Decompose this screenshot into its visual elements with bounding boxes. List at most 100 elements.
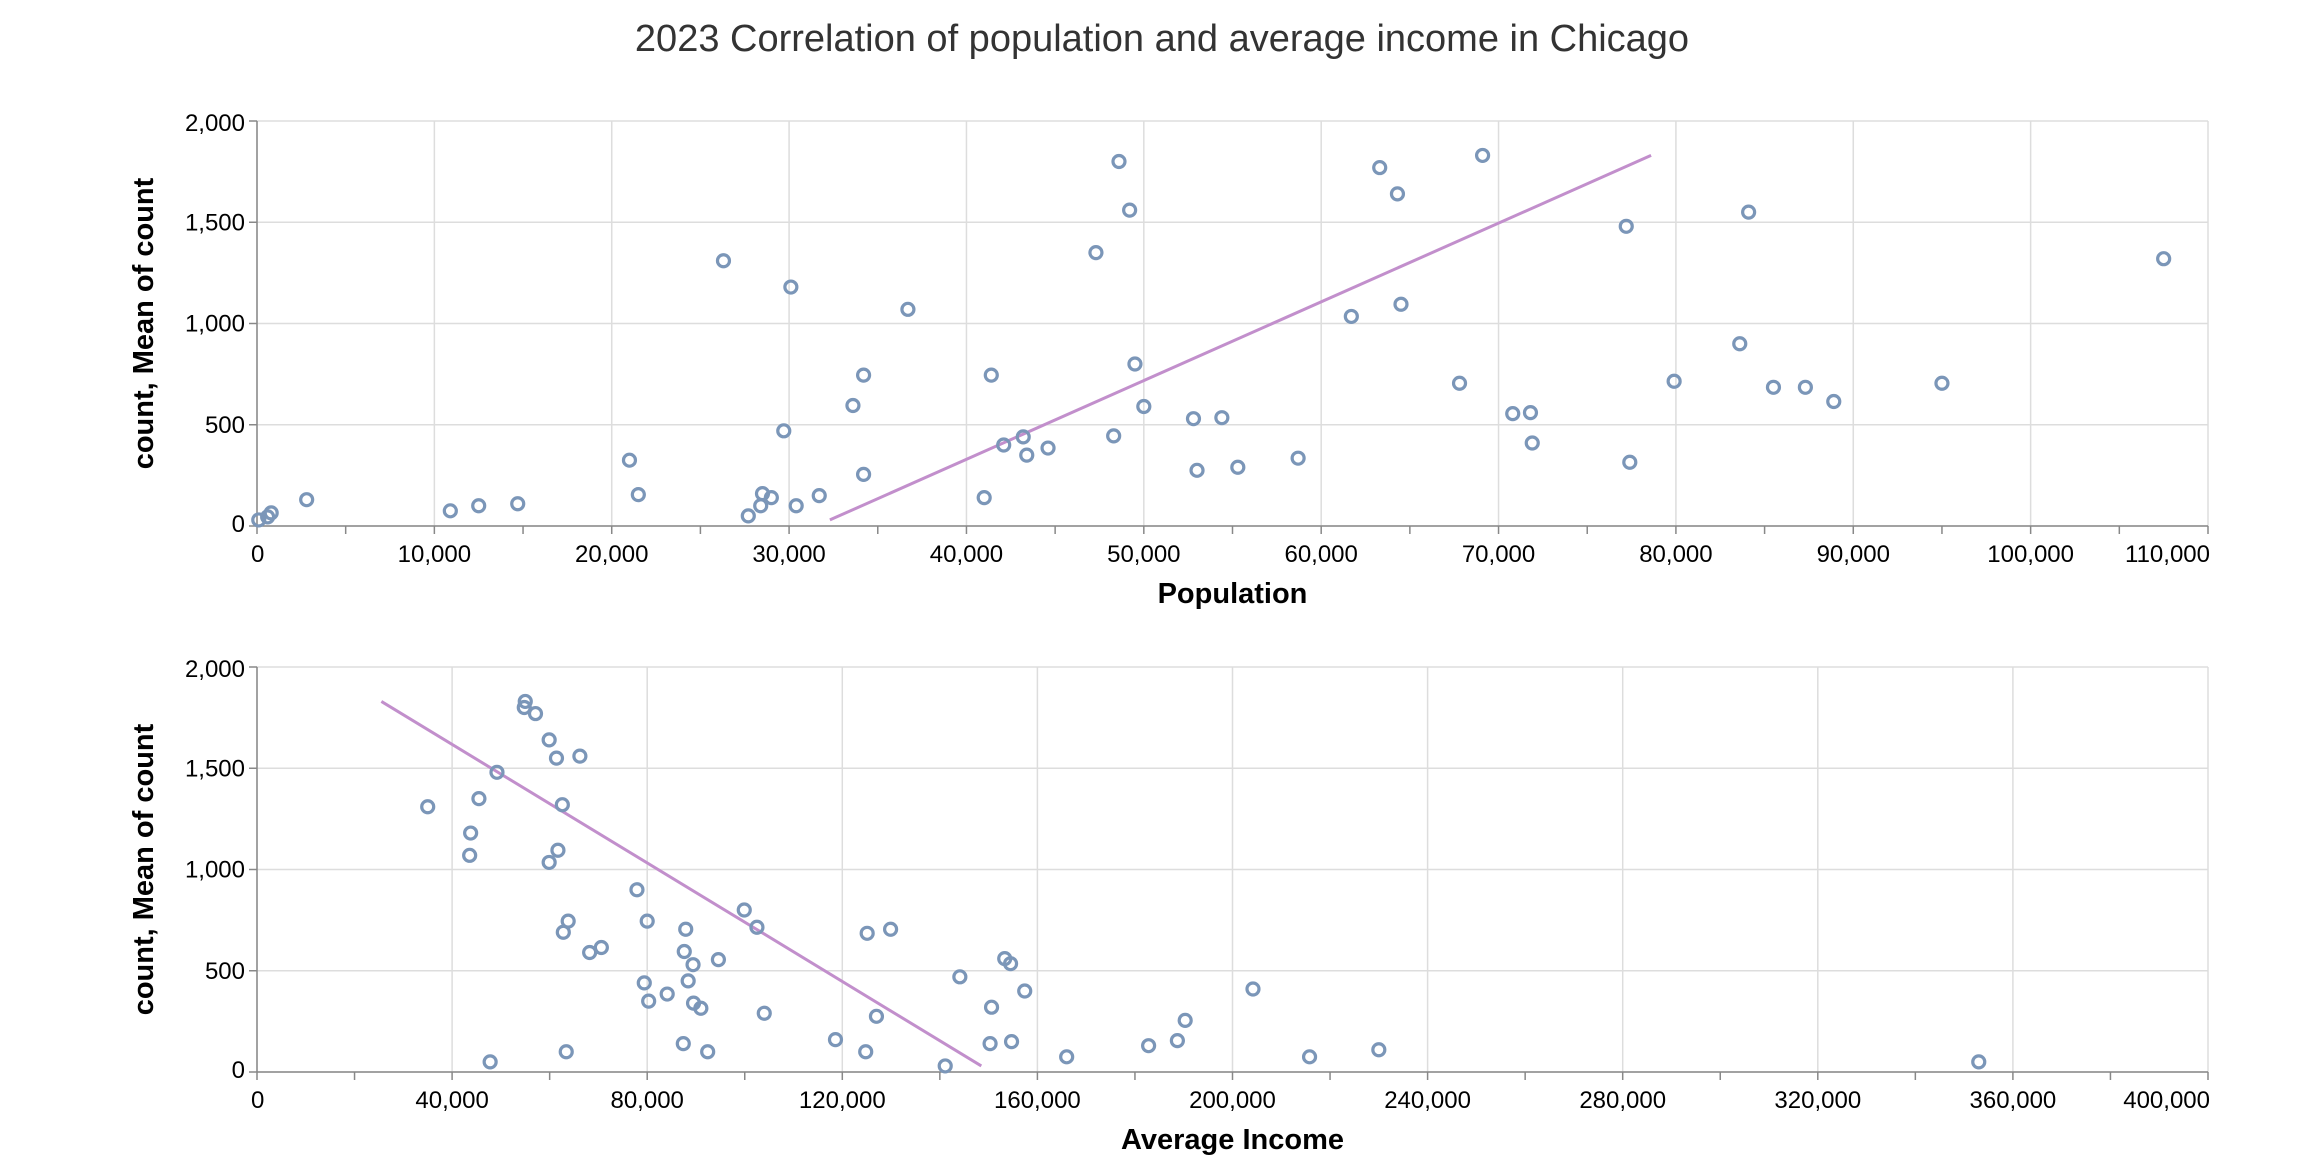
data-point <box>263 505 279 521</box>
data-point <box>541 732 557 748</box>
data-point <box>1451 375 1468 391</box>
x-tick-label: 200,000 <box>1189 1087 1276 1114</box>
y-tick-label: 1,000 <box>185 311 245 338</box>
data-point <box>983 999 1000 1015</box>
data-point <box>1245 981 1261 997</box>
data-point <box>1372 159 1388 176</box>
data-point <box>1522 405 1539 421</box>
data-point <box>1797 379 1813 395</box>
data-point <box>740 508 756 524</box>
x-axis-title: Population <box>1158 578 1308 610</box>
trend-line <box>380 700 983 1068</box>
data-point <box>855 367 872 383</box>
data-point <box>629 882 645 898</box>
data-point <box>996 437 1012 453</box>
data-point <box>1622 454 1638 470</box>
x-tick-label: 80,000 <box>610 1087 683 1114</box>
x-tick-label: 90,000 <box>1817 541 1890 568</box>
data-point <box>639 913 655 929</box>
data-point <box>1141 1038 1157 1054</box>
data-point <box>976 490 992 506</box>
y-axis-title: count, Mean of count <box>128 177 160 469</box>
y-tick-label: 1,500 <box>185 209 245 236</box>
data-point <box>693 1000 709 1016</box>
data-point <box>1019 447 1035 463</box>
x-tick-label: 0 <box>251 541 264 568</box>
data-point <box>1040 440 1056 456</box>
data-point <box>710 952 727 968</box>
data-point <box>1127 356 1143 372</box>
x-tick-label: 70,000 <box>1462 541 1535 568</box>
data-point <box>845 397 861 414</box>
x-tick-label: 110,000 <box>2125 541 2210 568</box>
y-tick-label: 0 <box>232 511 245 538</box>
data-point <box>251 512 267 528</box>
data-point <box>1106 428 1122 444</box>
data-point <box>550 842 566 858</box>
data-point <box>1230 459 1246 475</box>
x-tick-label: 120,000 <box>799 1087 886 1114</box>
data-point <box>855 466 872 482</box>
data-point <box>636 975 652 991</box>
data-point <box>621 452 638 468</box>
x-tick-label: 30,000 <box>752 541 825 568</box>
data-point <box>582 944 598 961</box>
trend-line <box>829 154 1652 522</box>
chart-panel-1: 0 10,000 20,000 30,000 40,000 50,000 60,000 70,… <box>128 110 2210 610</box>
y-tick-label: 1,500 <box>185 755 245 782</box>
data-point <box>858 1044 874 1060</box>
x-tick-label: 360,000 <box>1970 1087 2057 1114</box>
data-point <box>1474 147 1491 164</box>
data-point <box>471 791 487 807</box>
data-point <box>1003 1034 1020 1050</box>
x-tick-label: 10,000 <box>398 541 471 568</box>
data-point <box>593 939 609 956</box>
x-tick-label: 50,000 <box>1107 541 1180 568</box>
y-tick-label: 2,000 <box>185 110 245 137</box>
x-tick-label: 400,000 <box>2123 1087 2210 1114</box>
data-point <box>489 764 505 780</box>
data-point <box>868 1008 885 1024</box>
data-point <box>1765 379 1782 395</box>
data-point <box>788 498 804 514</box>
data-point <box>560 913 576 929</box>
data-point <box>462 847 478 863</box>
data-point <box>676 943 692 960</box>
data-point <box>1214 410 1230 426</box>
data-point <box>1934 375 1950 391</box>
data-point <box>776 423 792 439</box>
data-point <box>1732 336 1748 352</box>
data-point <box>482 1054 498 1070</box>
data-point <box>749 919 765 935</box>
data-point <box>1015 429 1031 445</box>
data-point <box>527 705 544 722</box>
data-point <box>1059 1049 1075 1065</box>
chart-panel-2: 0 40,000 80,000 120,000 160,000 200,000 240,00… <box>128 656 2210 1156</box>
x-tick-label: 60,000 <box>1284 541 1357 568</box>
data-point <box>1826 393 1842 410</box>
data-point <box>1524 435 1540 451</box>
x-tick-label: 320,000 <box>1774 1087 1861 1114</box>
chart-title: 2023 Correlation of population and avera… <box>634 18 1690 60</box>
data-point <box>420 799 436 815</box>
data-point <box>1343 308 1359 325</box>
data-point <box>1169 1033 1185 1049</box>
data-point <box>1177 1012 1193 1028</box>
data-point <box>463 825 479 841</box>
data-point <box>678 921 694 937</box>
x-axis-title: Average Income <box>1121 1124 1344 1156</box>
data-point <box>1017 983 1033 999</box>
data-point <box>756 1005 772 1021</box>
data-point <box>1088 245 1104 261</box>
data-point <box>510 496 526 512</box>
x-tick-label: 0 <box>251 1087 264 1114</box>
data-point <box>659 986 675 1002</box>
data-point <box>811 488 827 504</box>
data-point <box>827 1031 844 1048</box>
data-point <box>572 748 588 764</box>
data-point <box>541 854 557 871</box>
data-point <box>675 1036 691 1052</box>
data-point <box>1371 1042 1387 1058</box>
data-point <box>1136 398 1152 415</box>
data-point <box>700 1044 716 1060</box>
